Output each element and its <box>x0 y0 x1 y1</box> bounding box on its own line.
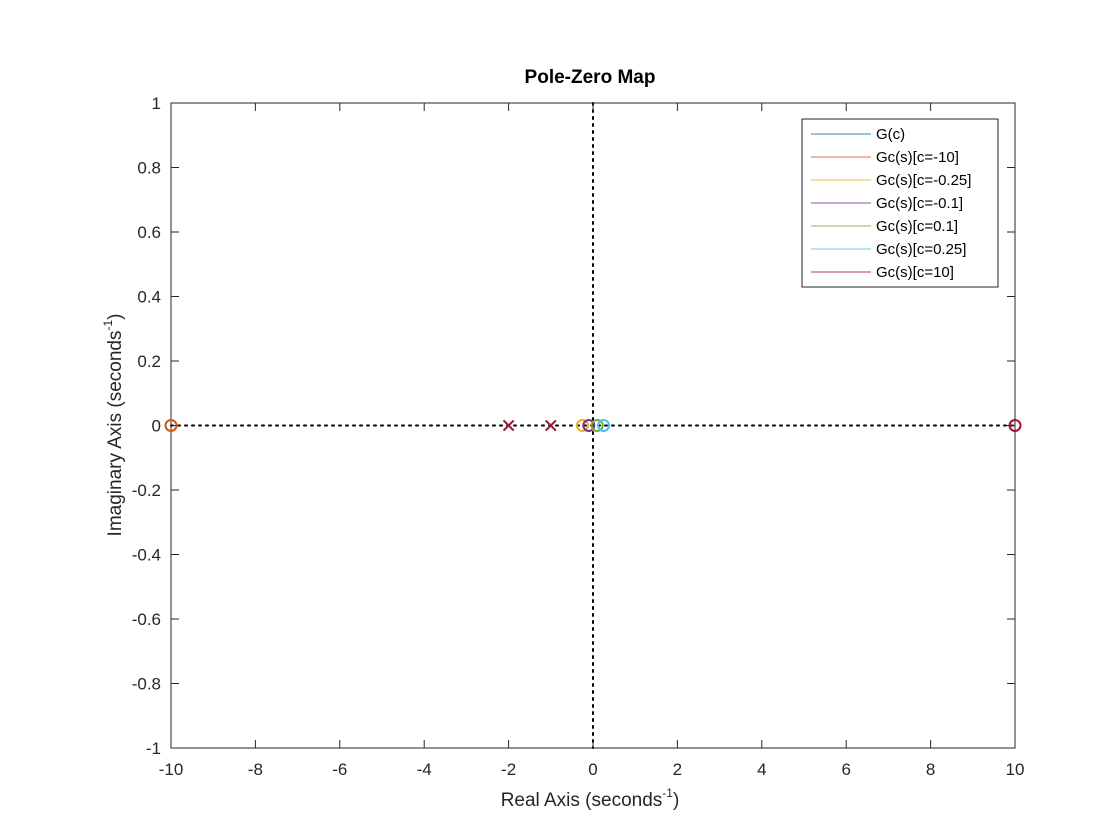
zero-marker <box>1008 419 1022 432</box>
zero-marker <box>582 419 596 432</box>
y-axis-ticks: -1 -0.8 -0.6 -0.4 -0.2 0 0.2 0.4 0.6 0.8 1 <box>132 94 1015 758</box>
x-tick-label: -8 <box>248 760 263 779</box>
y-tick-label: -1 <box>146 739 161 758</box>
pole-stroke <box>545 419 557 432</box>
y-tick-label: -0.4 <box>132 546 161 565</box>
legend-entry: Gc(s)[c=-0.1] <box>811 195 963 212</box>
zero-marker <box>575 419 589 432</box>
y-tick-label: 0.4 <box>137 288 161 307</box>
reference-lines <box>170 102 1016 749</box>
zero-marker <box>590 419 604 432</box>
legend-entry: Gc(s)[c=0.1] <box>811 218 958 235</box>
x-tick-label: -2 <box>501 760 516 779</box>
legend-label: Gc(s)[c=10] <box>876 264 954 281</box>
pole-marker <box>502 419 515 432</box>
x-axis-label: Real Axis (seconds-1) <box>501 786 680 811</box>
y-tick-label: 0.2 <box>137 352 161 371</box>
y-tick-label: 1 <box>152 94 161 113</box>
pole-zero-markers <box>164 419 1022 432</box>
x-tick-label: -10 <box>159 760 184 779</box>
legend-box <box>801 118 999 288</box>
legend-label: G(c) <box>876 126 905 143</box>
y-tick-label: 0.8 <box>137 159 161 178</box>
y-tick-label: 0.6 <box>137 223 161 242</box>
y-tick-label: -0.8 <box>132 675 161 694</box>
legend-entry: Gc(s)[c=10] <box>811 264 954 281</box>
y-tick-label: -0.2 <box>132 481 161 500</box>
pole-stroke <box>502 419 515 432</box>
x-tick-label: -6 <box>332 760 347 779</box>
y-tick-label: 0 <box>152 417 161 436</box>
x-tick-label: 6 <box>841 760 850 779</box>
y-axis-label: Imaginary Axis (seconds-1) <box>101 314 126 537</box>
legend-entry: Gc(s)[c=0.25] <box>811 241 966 258</box>
y-tick-label: -0.6 <box>132 610 161 629</box>
x-tick-label: 4 <box>757 760 766 779</box>
legend-label: Gc(s)[c=-10] <box>876 149 959 166</box>
zero-marker <box>164 419 178 432</box>
legend-entry: G(c) <box>811 126 905 143</box>
legend: G(c) Gc(s)[c=-10] Gc(s)[c=-0.25] Gc(s)[c=-0… <box>801 118 999 288</box>
zero-marker <box>597 419 611 432</box>
pole-marker <box>545 419 557 432</box>
x-tick-label: 8 <box>926 760 935 779</box>
chart-title: Pole-Zero Map <box>525 67 656 88</box>
x-tick-label: -4 <box>417 760 432 779</box>
legend-entry: Gc(s)[c=-0.25] <box>811 172 971 189</box>
legend-label: Gc(s)[c=0.25] <box>876 241 966 258</box>
x-axis-ticks: -10 -8 -6 -4 -2 0 2 4 6 8 10 <box>159 103 1025 779</box>
legend-label: Gc(s)[c=0.1] <box>876 218 958 235</box>
x-tick-label: 0 <box>588 760 597 779</box>
legend-entry: Gc(s)[c=-10] <box>811 149 959 166</box>
x-tick-label: 10 <box>1006 760 1025 779</box>
legend-label: Gc(s)[c=-0.1] <box>876 195 963 212</box>
x-tick-label: 2 <box>673 760 682 779</box>
legend-label: Gc(s)[c=-0.25] <box>876 172 971 189</box>
